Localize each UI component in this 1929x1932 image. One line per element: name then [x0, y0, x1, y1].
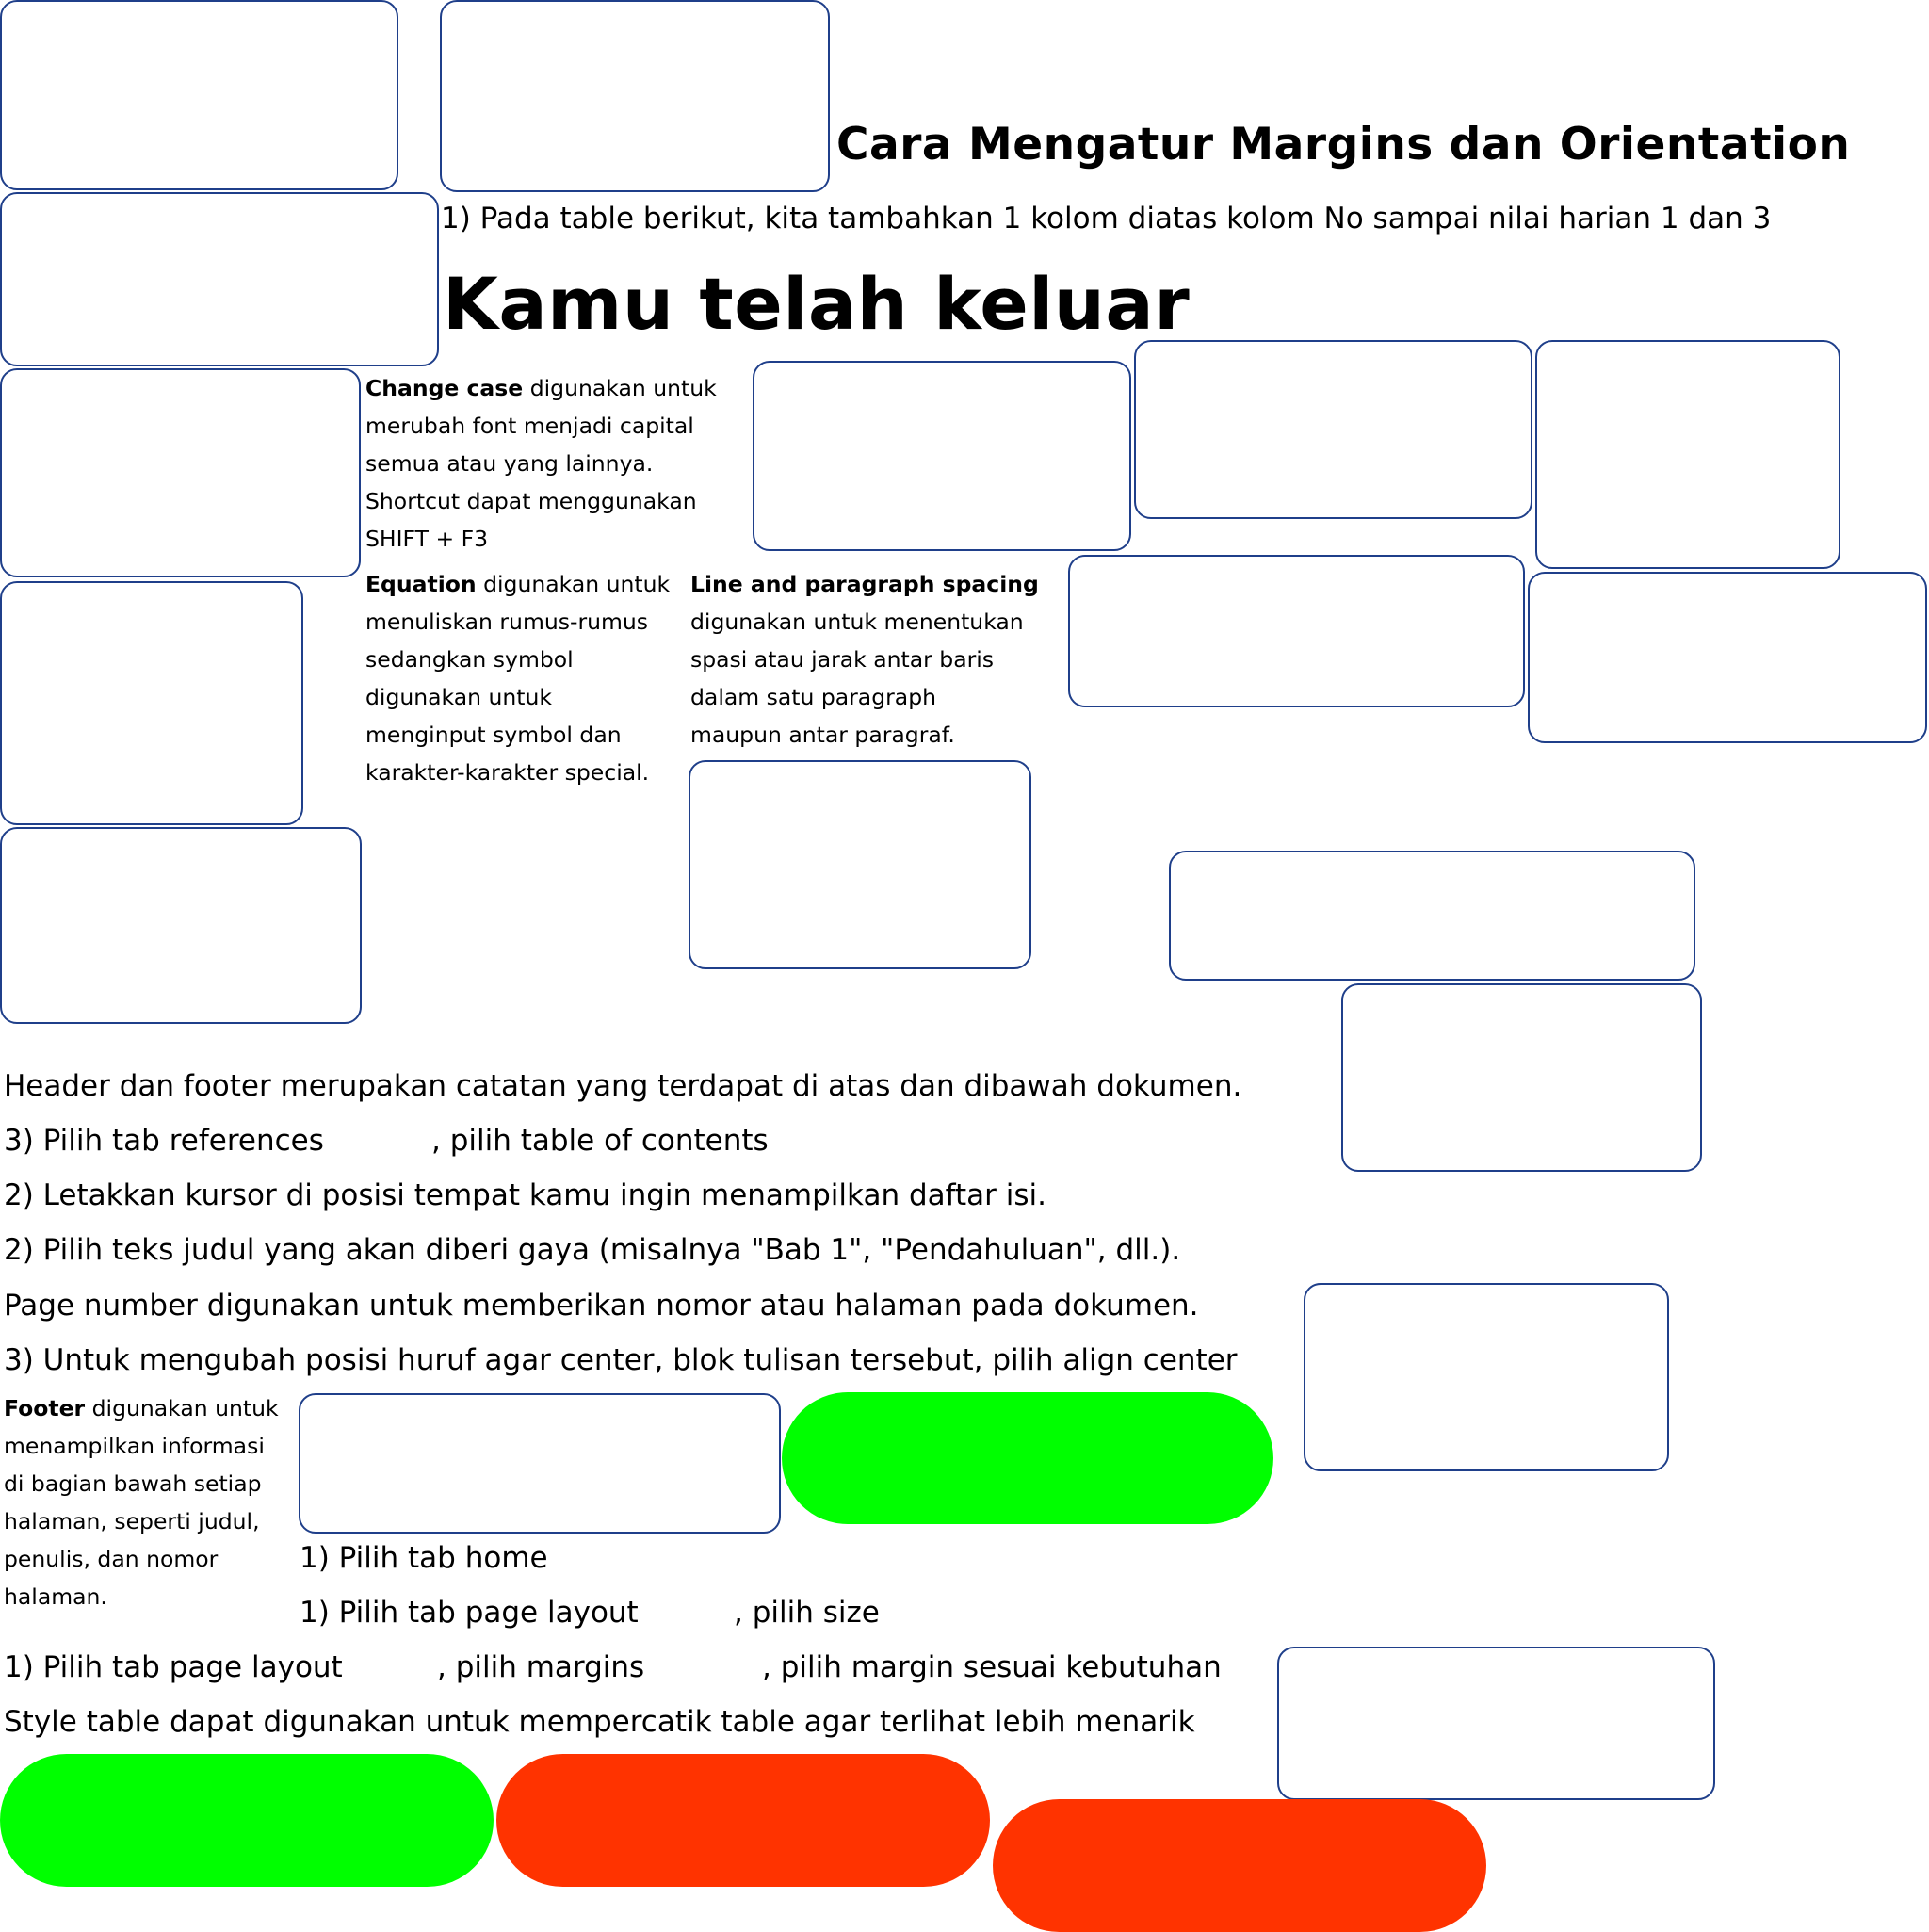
equation-line3: sedangkan symbol [365, 646, 574, 673]
equation-line2: menuliskan rumus-rumus [365, 609, 649, 635]
style-table-text: Style table dapat digunakan untuk memper… [4, 1705, 1195, 1739]
cursor-step: 2) Letakkan kursor di posisi tempat kamu… [4, 1178, 1046, 1212]
image-placeholder-5 [753, 361, 1131, 551]
change-case-line2: merubah font menjadi capital [365, 413, 694, 439]
footer-line4: halaman, seperti judul, [4, 1508, 260, 1534]
image-placeholder-16 [299, 1393, 781, 1534]
home-step: 1) Pilih tab home [300, 1541, 548, 1575]
answer-pill-green-2[interactable] [0, 1754, 494, 1887]
header-footer-text: Header dan footer merupakan catatan yang… [4, 1069, 1242, 1103]
image-placeholder-12 [0, 827, 362, 1024]
image-placeholder-15 [1304, 1283, 1669, 1471]
spacing-line2: digunakan untuk menentukan [690, 609, 1024, 635]
change-case-description: Change case digunakan untuk merubah font… [365, 369, 717, 558]
image-placeholder-3 [0, 192, 439, 366]
align-center-step: 3) Untuk mengubah posisi huruf agar cent… [4, 1343, 1238, 1377]
footer-line5: penulis, dan nomor [4, 1546, 219, 1572]
change-case-line1: digunakan untuk [523, 375, 717, 401]
footer-line3: di bagian bawah setiap [4, 1470, 262, 1497]
margins-step-a: 1) Pilih tab page layout [4, 1650, 343, 1684]
spacing-line4: dalam satu paragraph [690, 684, 937, 710]
footer-line6: halaman. [4, 1583, 107, 1610]
image-placeholder-4 [0, 368, 361, 577]
heading-exit: Kamu telah keluar [443, 262, 1191, 346]
image-placeholder-7 [1535, 340, 1840, 569]
image-placeholder-10 [1528, 572, 1927, 743]
judul-step: 2) Pilih teks judul yang akan diberi gay… [4, 1233, 1181, 1267]
spacing-term: Line and paragraph spacing [690, 571, 1039, 597]
margins-step-b: , pilih margins [437, 1650, 645, 1684]
image-placeholder-8 [0, 581, 303, 825]
image-placeholder-13 [1169, 851, 1695, 981]
equation-line6: karakter-karakter special. [365, 759, 650, 786]
image-placeholder-14 [1341, 983, 1702, 1172]
change-case-line4: Shortcut dapat menggunakan [365, 488, 697, 514]
image-placeholder-1 [0, 0, 398, 190]
image-placeholder-9 [1068, 555, 1525, 707]
spacing-line5: maupun antar paragraf. [690, 722, 955, 748]
size-step-b: , pilih size [734, 1596, 880, 1630]
spacing-line3: spasi atau jarak antar baris [690, 646, 995, 673]
image-placeholder-11 [689, 760, 1031, 969]
change-case-line5: SHIFT + F3 [365, 526, 489, 552]
footer-description: Footer digunakan untuk menampilkan infor… [4, 1389, 279, 1615]
answer-pill-red-2[interactable] [993, 1799, 1486, 1932]
equation-line4: digunakan untuk [365, 684, 553, 710]
footer-term: Footer [4, 1395, 86, 1421]
footer-line1: digunakan untuk [85, 1395, 279, 1421]
references-step-a: 3) Pilih tab references [4, 1124, 324, 1158]
step-table-column: 1) Pada table berikut, kita tambahkan 1 … [441, 202, 1772, 235]
equation-line5: menginput symbol dan [365, 722, 622, 748]
answer-pill-green-1[interactable] [782, 1392, 1273, 1524]
size-step-a: 1) Pilih tab page layout [300, 1596, 639, 1630]
equation-term: Equation [365, 571, 477, 597]
heading-margins-orientation: Cara Mengatur Margins dan Orientation [836, 119, 1851, 170]
references-step-b: , pilih table of contents [431, 1124, 769, 1158]
image-placeholder-2 [440, 0, 830, 192]
equation-line1: digunakan untuk [476, 571, 671, 597]
margins-step-c: , pilih margin sesuai kebutuhan [762, 1650, 1222, 1684]
equation-description: Equation digunakan untuk menuliskan rumu… [365, 565, 670, 791]
spacing-description: Line and paragraph spacing digunakan unt… [690, 565, 1039, 754]
footer-line2: menampilkan informasi [4, 1433, 265, 1459]
change-case-line3: semua atau yang lainnya. [365, 450, 654, 477]
answer-pill-red-1[interactable] [496, 1754, 990, 1887]
image-placeholder-17 [1277, 1647, 1715, 1800]
page-number-text: Page number digunakan untuk memberikan n… [4, 1289, 1199, 1323]
change-case-term: Change case [365, 375, 524, 401]
image-placeholder-6 [1134, 340, 1532, 519]
